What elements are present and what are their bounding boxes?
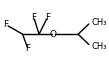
Text: CH₃: CH₃ <box>91 18 107 27</box>
Text: F: F <box>45 13 50 22</box>
Text: O: O <box>50 30 57 39</box>
Text: F: F <box>4 20 9 29</box>
Text: F: F <box>31 13 37 22</box>
Text: F: F <box>25 44 30 53</box>
Text: CH₃: CH₃ <box>91 42 107 51</box>
